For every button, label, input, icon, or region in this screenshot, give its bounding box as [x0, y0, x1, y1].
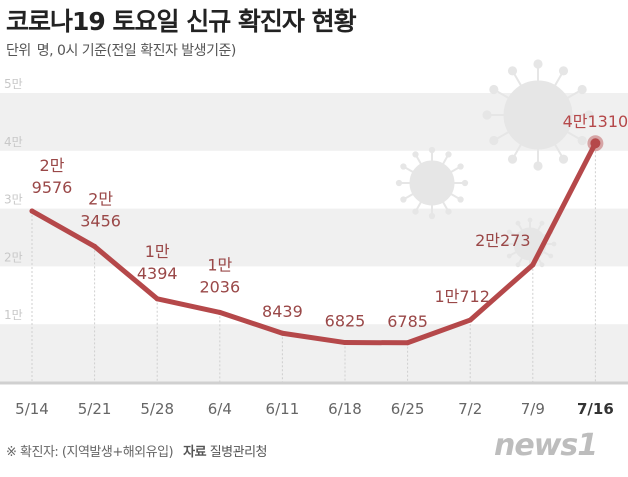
data-label: 2만 3456 — [80, 189, 121, 230]
virus-icon — [395, 146, 469, 220]
data-point — [342, 340, 348, 346]
data-label: 8439 — [262, 302, 303, 321]
x-tick-label: 5/21 — [78, 400, 112, 418]
data-label: 1만712 — [434, 287, 489, 306]
source-text: 질병관리청 — [209, 445, 268, 460]
data-point — [217, 309, 223, 315]
highlight-point — [590, 138, 601, 149]
data-label: 2만 9576 — [32, 156, 73, 197]
data-point — [530, 262, 536, 268]
data-label: 4만1310 — [563, 112, 628, 131]
x-tick-label: 6/11 — [266, 400, 300, 418]
x-tick-label: 5/28 — [140, 400, 174, 418]
y-tick-label: 5만 — [4, 77, 23, 91]
footnote-text: ※ 확진자: (지역발생+해외유입) — [6, 445, 174, 460]
x-tick-label: 6/25 — [391, 400, 425, 418]
x-tick-label: 6/4 — [208, 400, 232, 418]
y-tick-label: 2만 — [4, 250, 23, 264]
x-tick-label: 6/18 — [328, 400, 362, 418]
data-label: 1만 2036 — [199, 255, 240, 296]
y-tick-label: 4만 — [4, 135, 23, 149]
grid-band — [0, 324, 628, 382]
x-tick-label: 7/9 — [521, 400, 545, 418]
x-tick-label: 5/14 — [15, 400, 49, 418]
data-label: 6825 — [325, 312, 366, 331]
x-tick-label: 7/16 — [577, 400, 614, 418]
chart-title: 코로나19 토요일 신규 확진자 현황 — [6, 7, 357, 36]
data-label: 2만273 — [475, 231, 530, 250]
unit-label: 단위 — [6, 43, 31, 59]
virus-icon — [482, 59, 594, 171]
y-tick-label: 1만 — [4, 308, 23, 322]
news1-logo: news1 — [494, 428, 598, 463]
data-label: 6785 — [387, 312, 428, 331]
data-point — [405, 340, 411, 346]
data-point — [279, 330, 285, 336]
footnote: ※ 확진자: (지역발생+해외유입) 자료 질병관리청 — [6, 441, 268, 460]
chart-subtitle: 단위 명, 0시 기준(전일 확진자 발생기준) — [6, 40, 236, 60]
y-tick-label: 3만 — [4, 193, 23, 207]
data-point — [92, 243, 98, 249]
data-label: 1만 4394 — [137, 242, 178, 283]
x-tick-label: 7/2 — [458, 400, 482, 418]
data-point — [154, 296, 160, 302]
source-label: 자료 — [183, 445, 207, 460]
data-point — [467, 317, 473, 323]
data-point — [29, 208, 35, 214]
unit-text: 명, 0시 기준(전일 확진자 발생기준) — [36, 43, 237, 59]
series-line — [29, 140, 598, 346]
